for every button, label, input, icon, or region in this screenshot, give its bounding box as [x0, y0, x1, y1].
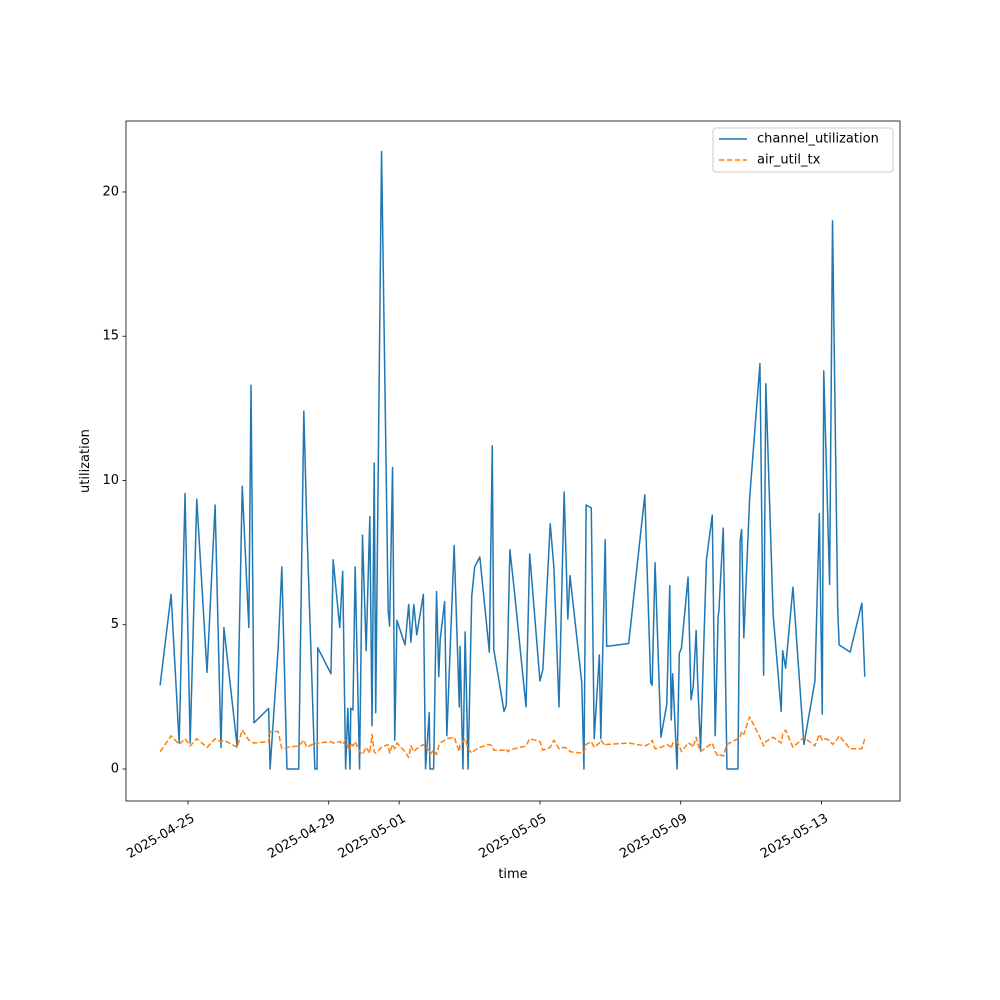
- data-line: [159, 150, 866, 770]
- legend: channel_utilization air_util_tx: [712, 127, 894, 173]
- x-axis-label: time: [498, 867, 527, 882]
- x-tick-label: 2025-05-09: [617, 811, 690, 862]
- data-line: [159, 716, 866, 759]
- x-tick-label: 2025-04-29: [265, 811, 338, 862]
- y-tick-label: 0: [111, 761, 119, 776]
- y-tick-label: 5: [111, 617, 119, 632]
- y-tick-label: 15: [102, 329, 119, 344]
- x-tick-label: 2025-04-25: [124, 811, 197, 862]
- legend-box: [712, 127, 894, 173]
- x-tick-label: 2025-05-01: [336, 811, 409, 862]
- legend-label: channel_utilization: [757, 132, 879, 147]
- y-axis-label: utilization: [78, 429, 93, 493]
- legend-label: air_util_tx: [757, 153, 821, 168]
- x-tick-label: 2025-05-05: [476, 811, 549, 862]
- y-tick-label: 10: [102, 473, 119, 488]
- x-tick-label: 2025-05-13: [758, 811, 831, 862]
- plot-frame: [125, 120, 901, 802]
- y-tick-label: 20: [102, 184, 119, 199]
